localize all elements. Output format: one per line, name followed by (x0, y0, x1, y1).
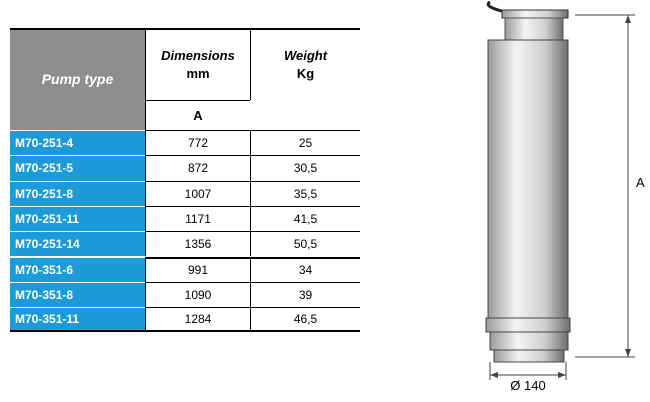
height-label: A (636, 175, 645, 190)
table-cell: 1171 (145, 205, 250, 232)
pump-type-cell: M70-251-4 (10, 130, 145, 156)
table-cell: 991 (145, 256, 250, 282)
pump-type-cell: M70-251-14 (10, 231, 145, 257)
table-cell: 772 (145, 130, 250, 156)
pump-type-cell: M70-351-11 (10, 307, 145, 333)
table-cell: 41,5 (250, 205, 360, 232)
pump-type-cell: M70-251-11 (10, 205, 145, 232)
header-text: Dimensions (161, 47, 235, 63)
table-cell: 35,5 (250, 180, 360, 206)
diameter-label: Ø 140 (510, 378, 545, 393)
pump-table: Pump type Dimensions mm A Weight Kg M70-… (10, 28, 360, 333)
table-cell: 30,5 (250, 155, 360, 181)
header-dimension-sub: A (145, 100, 250, 130)
table-cell: 1007 (145, 180, 250, 206)
table-cell: 872 (145, 155, 250, 181)
header-weight: Weight Kg (250, 28, 360, 100)
header-dimensions: Dimensions mm (145, 28, 250, 100)
table-cell: 39 (250, 281, 360, 308)
table-cell: 34 (250, 256, 360, 282)
table-cell: 1356 (145, 231, 250, 257)
header-text: Kg (296, 65, 315, 81)
pump-type-cell: M70-351-8 (10, 281, 145, 308)
table-cell: 46,5 (250, 307, 360, 333)
table-cell: 50,5 (250, 231, 360, 257)
pump-type-cell: M70-351-6 (10, 256, 145, 282)
header-text: Weight (283, 47, 328, 63)
pump-type-cell: M70-251-5 (10, 155, 145, 181)
table-top-border (10, 28, 360, 30)
pump-type-cell: M70-251-8 (10, 180, 145, 206)
table-cell: 1284 (145, 307, 250, 333)
header-text: mm (186, 65, 210, 81)
table-cell: 1090 (145, 281, 250, 308)
table-cell: 25 (250, 130, 360, 156)
header-pump-type: Pump type (10, 28, 145, 130)
